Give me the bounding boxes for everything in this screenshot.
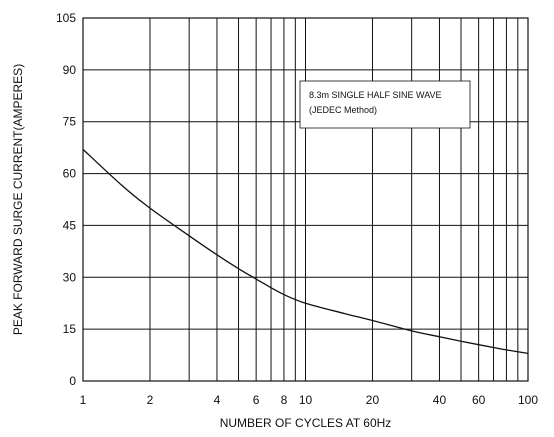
- y-tick-label: 30: [63, 270, 77, 284]
- annotation-box: 8.3m SINGLE HALF SINE WAVE (JEDEC Method…: [299, 80, 471, 129]
- surge-current-curve: [82, 148, 529, 354]
- y-tick-label: 45: [63, 218, 77, 232]
- x-tick-label: 60: [472, 393, 486, 407]
- y-tick-label: 0: [69, 374, 76, 388]
- x-tick-label: 100: [518, 393, 538, 407]
- y-tick-label: 75: [63, 115, 77, 129]
- y-axis-title: PEAK FORWARD SURGE CURRENT(AMPERES): [11, 64, 25, 335]
- x-tick-label: 40: [433, 393, 447, 407]
- annotation-line-2: (JEDEC Method): [309, 105, 377, 115]
- y-tick-label: 15: [63, 322, 77, 336]
- x-tick-label: 10: [299, 393, 313, 407]
- x-tick-label: 20: [366, 393, 380, 407]
- x-tick-label: 2: [147, 393, 154, 407]
- x-axis-title: NUMBER OF CYCLES AT 60Hz: [220, 416, 392, 430]
- y-tick-label: 60: [63, 167, 77, 181]
- x-tick-labels: 1 2 4 6 8 10 20 40 60 100: [80, 393, 539, 407]
- y-tick-labels: 0 15 30 45 60 75 90 105: [56, 11, 76, 388]
- series-layer: [82, 148, 529, 354]
- x-tick-label: 8: [281, 393, 288, 407]
- annotation-frame: [299, 80, 471, 129]
- plot-frame: [82, 17, 529, 382]
- annotation-line-1: 8.3m SINGLE HALF SINE WAVE: [309, 90, 442, 100]
- x-tick-label: 6: [253, 393, 260, 407]
- grid-lines: [83, 18, 528, 381]
- y-tick-label: 105: [56, 11, 76, 25]
- x-tick-label: 1: [80, 393, 87, 407]
- y-tick-label: 90: [63, 63, 77, 77]
- x-tick-label: 4: [214, 393, 221, 407]
